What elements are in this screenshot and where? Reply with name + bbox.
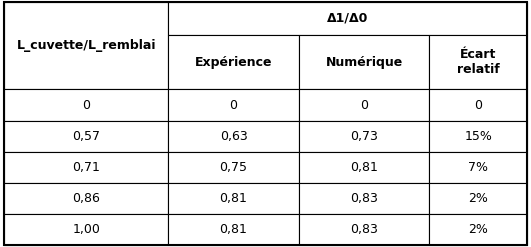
Bar xyxy=(430,89,527,121)
Text: 2%: 2% xyxy=(468,192,488,205)
Bar xyxy=(168,152,299,183)
Text: 0,81: 0,81 xyxy=(220,223,247,236)
Text: 0,81: 0,81 xyxy=(350,161,378,174)
Bar xyxy=(4,2,168,89)
Bar xyxy=(168,35,299,89)
Bar xyxy=(299,183,430,214)
Text: 0,63: 0,63 xyxy=(220,130,247,143)
Text: L_cuvette/L_remblai: L_cuvette/L_remblai xyxy=(16,39,156,52)
Bar xyxy=(430,152,527,183)
Bar xyxy=(168,214,299,245)
Text: 15%: 15% xyxy=(464,130,492,143)
Bar xyxy=(299,35,430,89)
Bar xyxy=(168,121,299,152)
Text: 0,75: 0,75 xyxy=(219,161,247,174)
Text: 0,86: 0,86 xyxy=(72,192,100,205)
Text: 0,73: 0,73 xyxy=(350,130,378,143)
Bar xyxy=(4,89,168,121)
Text: 0: 0 xyxy=(360,99,368,112)
Text: Numérique: Numérique xyxy=(326,56,403,69)
Text: 2%: 2% xyxy=(468,223,488,236)
Text: 0,83: 0,83 xyxy=(350,192,378,205)
Text: Expérience: Expérience xyxy=(195,56,272,69)
Bar xyxy=(168,89,299,121)
Bar xyxy=(299,214,430,245)
Bar xyxy=(4,152,168,183)
Text: 0,57: 0,57 xyxy=(72,130,100,143)
Text: 0: 0 xyxy=(82,99,90,112)
Text: 0,81: 0,81 xyxy=(220,192,247,205)
Text: Δ1/Δ0: Δ1/Δ0 xyxy=(327,12,368,25)
Text: 0,71: 0,71 xyxy=(72,161,100,174)
Text: 0: 0 xyxy=(229,99,237,112)
Bar xyxy=(4,121,168,152)
Bar xyxy=(430,183,527,214)
Text: 0,83: 0,83 xyxy=(350,223,378,236)
Bar xyxy=(299,152,430,183)
Bar xyxy=(430,214,527,245)
Bar xyxy=(430,121,527,152)
Bar xyxy=(430,35,527,89)
Bar xyxy=(4,214,168,245)
Text: 0: 0 xyxy=(474,99,482,112)
Bar xyxy=(4,183,168,214)
Bar xyxy=(299,89,430,121)
Bar xyxy=(168,2,527,35)
Bar xyxy=(299,121,430,152)
Bar xyxy=(168,183,299,214)
Text: 1,00: 1,00 xyxy=(72,223,100,236)
Text: 7%: 7% xyxy=(468,161,488,174)
Text: Écart
relatif: Écart relatif xyxy=(457,48,500,76)
